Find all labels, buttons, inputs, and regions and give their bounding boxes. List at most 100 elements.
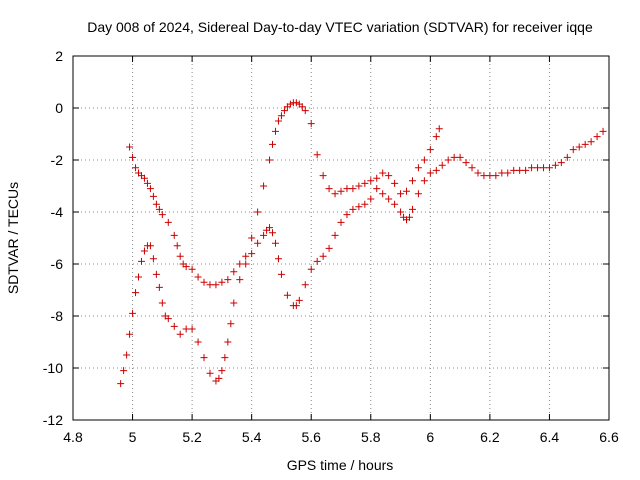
data-point [182,263,190,271]
x-tick-label: 6.4 [540,429,560,445]
data-point [236,276,244,284]
x-tick-label: 5.8 [361,429,381,445]
data-point [420,156,428,164]
data-point [298,103,306,111]
data-point [132,289,140,297]
data-point [397,208,405,216]
data-point [137,257,145,265]
data-point [498,169,506,177]
data-point [397,190,405,198]
data-point [349,185,357,193]
data-point [516,166,524,174]
x-tick-label: 6.6 [599,429,619,445]
data-point [227,320,235,328]
data-point [173,242,181,250]
data-point [343,211,351,219]
data-point [331,231,339,239]
data-point [140,174,148,182]
data-point [563,153,571,161]
data-point [301,281,309,289]
data-point [230,299,238,307]
data-point [269,229,277,237]
data-point [280,107,288,115]
y-axis-label: SDTVAR / TECUs [5,182,21,294]
data-point [274,255,282,263]
data-point [379,169,387,177]
data-points [117,99,607,388]
x-tick-label: 5 [129,429,137,445]
data-point [432,133,440,141]
data-point [587,138,595,146]
data-point [385,195,393,203]
y-tick-label: -10 [43,360,63,376]
data-point [164,315,172,323]
data-point [319,252,327,260]
x-tick-label: 5.6 [301,429,321,445]
data-point [149,192,157,200]
data-point [236,260,244,268]
data-point [528,164,536,172]
chart-title: Day 008 of 2024, Sidereal Day-to-day VTE… [87,19,593,35]
data-point [504,169,512,177]
data-point [325,185,333,193]
data-point [143,179,151,187]
data-point [194,273,202,281]
data-point [557,159,565,167]
data-point [254,239,262,247]
data-point [129,309,137,317]
data-point [117,380,125,388]
data-point [283,291,291,299]
data-point [325,244,333,252]
data-point [510,166,518,174]
data-point [539,164,547,172]
data-point [182,325,190,333]
data-point [146,242,154,250]
data-point [367,177,375,185]
data-point [200,278,208,286]
data-point [266,224,274,232]
data-point [188,265,196,273]
data-point [599,127,607,135]
data-point [534,164,542,172]
data-point [551,161,559,169]
data-point [355,182,363,190]
data-point [126,330,134,338]
y-tick-label: -4 [51,204,64,220]
data-point [271,239,279,247]
data-point [158,299,166,307]
data-point [337,218,345,226]
data-point [200,354,208,362]
data-point [170,231,178,239]
x-axis-label: GPS time / hours [287,457,394,473]
data-point [260,231,268,239]
data-point [292,302,300,310]
data-point [188,325,196,333]
axis-ticks: 4.8 5 5.2 5.4 5.6 5.8 6 6.2 6.4 6.6 -12 -10 -8 -6 -4 -2… [43,48,619,445]
data-point [575,143,583,151]
data-point [522,166,530,174]
data-point [230,268,238,276]
data-point [266,156,274,164]
data-point [391,200,399,208]
data-point [135,273,143,281]
data-point [408,177,416,185]
grid-lines [73,56,609,420]
data-point [301,107,309,115]
data-point [242,252,250,260]
data-point [149,255,157,263]
data-point [373,185,381,193]
data-point [426,169,434,177]
data-point [221,354,229,362]
x-tick-label: 6.2 [480,429,500,445]
data-point [420,177,428,185]
data-point [224,276,232,284]
data-point [126,143,134,151]
y-tick-label: 2 [55,48,63,64]
data-point [385,172,393,180]
data-point [260,182,268,190]
data-point [176,252,184,260]
data-point [343,185,351,193]
x-tick-label: 5.2 [182,429,202,445]
x-tick-label: 6 [426,429,434,445]
data-point [206,281,214,289]
